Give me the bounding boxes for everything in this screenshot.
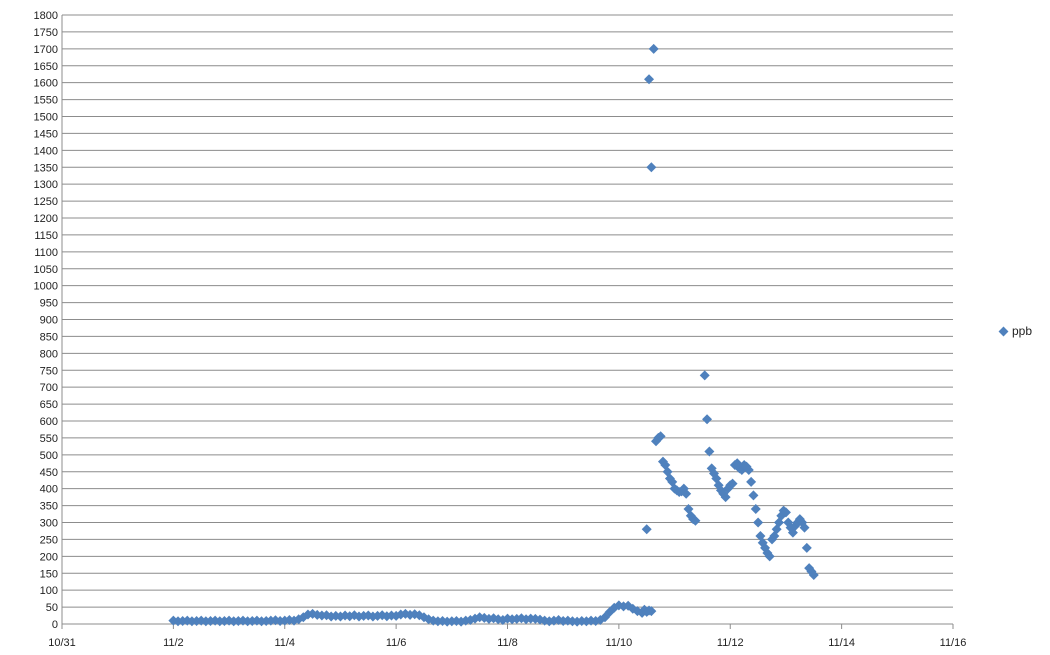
y-tick-label: 50 — [46, 602, 58, 614]
y-tick-label: 1200 — [34, 213, 58, 225]
y-tick-label: 600 — [40, 416, 58, 428]
data-point — [702, 414, 713, 425]
x-tick-label: 11/10 — [606, 637, 633, 649]
data-point — [748, 490, 759, 501]
data-point — [799, 522, 810, 533]
y-tick-label: 550 — [40, 433, 58, 445]
data-point — [750, 503, 761, 514]
data-point — [681, 488, 692, 499]
data-point — [746, 476, 757, 487]
y-tick-label: 1550 — [34, 95, 58, 107]
y-tick-label: 1050 — [34, 264, 58, 276]
data-point — [764, 551, 775, 562]
y-tick-label: 150 — [40, 568, 58, 580]
legend-label-ppb: ppb — [1012, 324, 1033, 338]
y-tick-label: 1700 — [34, 44, 58, 56]
data-point — [646, 606, 657, 617]
y-tick-label: 0 — [52, 619, 58, 631]
y-tick-label: 100 — [40, 585, 58, 597]
data-point — [646, 162, 657, 173]
y-tick-label: 1650 — [34, 61, 58, 73]
data-points — [168, 43, 819, 627]
y-tick-label: 1150 — [34, 230, 58, 242]
y-tick-label: 650 — [40, 399, 58, 411]
y-tick-label: 1300 — [34, 179, 58, 191]
y-tick-label: 1450 — [34, 128, 58, 140]
y-tick-label: 500 — [40, 450, 58, 462]
data-point — [704, 446, 715, 457]
y-tick-label: 1350 — [34, 162, 58, 174]
data-point — [641, 524, 652, 535]
x-tick-label: 11/12 — [717, 637, 744, 649]
axes — [61, 15, 954, 629]
data-point — [690, 515, 701, 526]
y-tick-label: 1400 — [34, 145, 58, 157]
data-point — [699, 370, 710, 381]
legend: ppb — [998, 324, 1033, 338]
y-tick-label: 900 — [40, 315, 58, 327]
data-point — [743, 465, 754, 476]
y-tick-label: 800 — [40, 348, 58, 360]
data-point — [727, 478, 738, 489]
legend-marker-ppb — [998, 326, 1009, 336]
data-point — [780, 507, 791, 518]
y-tick-label: 950 — [40, 298, 58, 310]
y-tick-label: 1800 — [34, 10, 58, 22]
y-tick-label: 450 — [40, 467, 58, 479]
y-tick-label: 1600 — [34, 78, 58, 90]
x-tick-label: 11/6 — [386, 637, 407, 649]
y-tick-label: 1000 — [34, 281, 58, 293]
y-tick-label: 400 — [40, 484, 58, 496]
data-point — [655, 431, 666, 442]
y-tick-label: 750 — [40, 365, 58, 377]
data-point — [801, 542, 812, 553]
x-tick-label: 11/4 — [274, 637, 295, 649]
data-point — [720, 492, 731, 503]
y-tick-label: 300 — [40, 518, 58, 530]
y-tick-label: 1100 — [34, 247, 58, 259]
y-tick-label: 200 — [40, 551, 58, 563]
x-tick-label: 11/14 — [828, 637, 855, 649]
y-tick-label: 1750 — [34, 27, 58, 39]
y-tick-labels: 0 50 100 150 200 250 300 350 400 450 500 550 600 650 7… — [34, 10, 58, 631]
x-tick-label: 11/2 — [163, 637, 184, 649]
y-tick-label: 250 — [40, 534, 58, 546]
data-point — [753, 517, 764, 528]
y-tick-label: 850 — [40, 331, 58, 343]
data-point — [648, 43, 659, 54]
y-tick-label: 1250 — [34, 196, 58, 208]
data-point — [808, 569, 819, 580]
y-tick-label: 1500 — [34, 112, 58, 124]
data-point — [644, 74, 655, 85]
x-tick-label: 11/8 — [497, 637, 518, 649]
gridlines — [62, 14, 953, 608]
y-tick-label: 350 — [40, 501, 58, 513]
y-tick-label: 700 — [40, 382, 58, 394]
x-tick-labels: 10/31 11/2 11/4 11/6 11/8 11/10 11/12 11/14 11/1… — [48, 637, 966, 649]
x-tick-label: 11/16 — [940, 637, 967, 649]
x-tick-label: 10/31 — [48, 637, 76, 649]
